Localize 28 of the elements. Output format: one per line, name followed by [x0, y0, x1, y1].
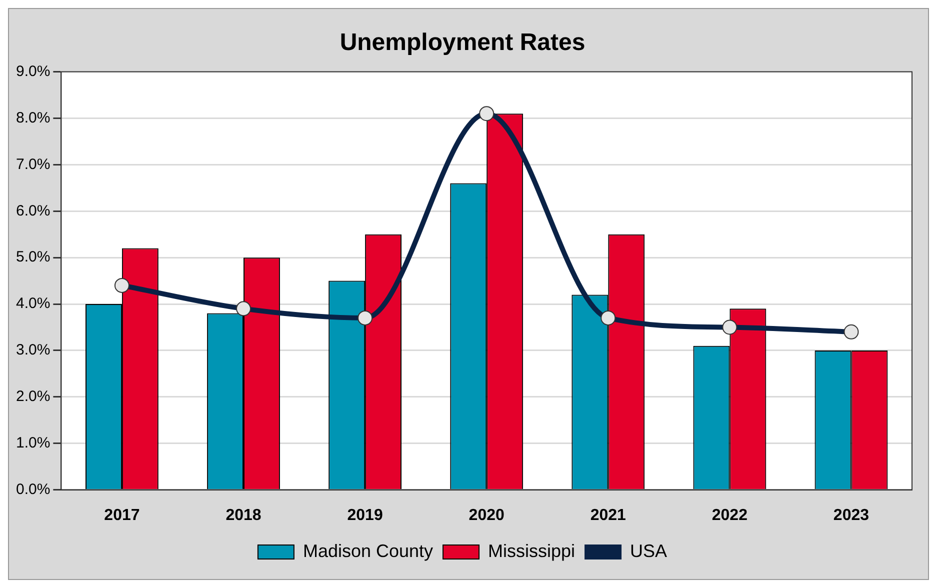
y-tick-label: 1.0%	[16, 434, 50, 452]
point	[844, 324, 859, 340]
legend-label: Madison County	[302, 540, 434, 561]
y-tick-label: 8.0%	[16, 109, 50, 126]
legend-label: Mississippi	[488, 540, 576, 561]
point	[236, 301, 252, 316]
x-tick-label: 2017	[104, 506, 140, 524]
point	[114, 278, 130, 293]
x-tick-label: 2023	[833, 506, 870, 524]
point	[600, 310, 616, 326]
y-tick-label: 9.0%	[16, 62, 50, 80]
point	[722, 320, 738, 335]
y-tick-label: 5.0%	[16, 248, 50, 266]
x-tick-label: 2021	[590, 506, 626, 524]
y-tick-label: 6.0%	[16, 202, 50, 220]
point	[479, 106, 494, 122]
x-tick-label: 2020	[468, 506, 504, 524]
x-tick-label: 2019	[347, 506, 383, 524]
y-tick-label: 3.0%	[16, 342, 50, 359]
point	[358, 310, 373, 326]
chart-title: Unemployment Rates	[340, 29, 586, 56]
legend-label: USA	[630, 540, 668, 561]
y-tick-label: 0.0%	[16, 480, 50, 498]
x-tick-label: 2018	[226, 506, 262, 524]
x-tick-label: 2022	[712, 506, 748, 524]
y-tick-label: 2.0%	[16, 388, 50, 406]
y-tick-label: 7.0%	[16, 156, 50, 173]
y-tick-label: 4.0%	[16, 295, 50, 312]
